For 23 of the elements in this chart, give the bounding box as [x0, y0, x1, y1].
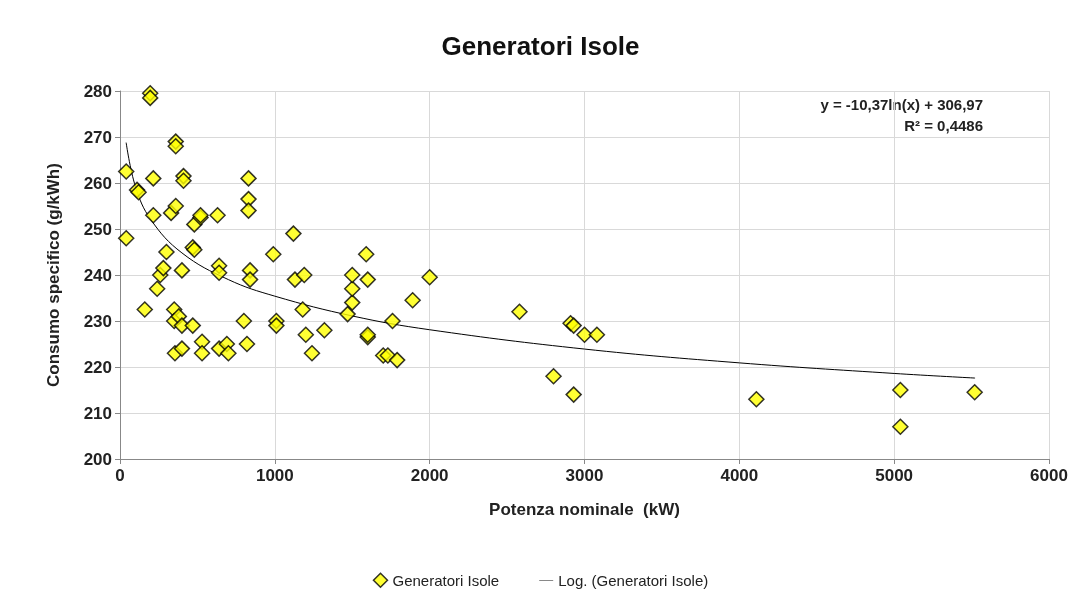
legend-label: Generatori Isole	[392, 571, 500, 589]
y-tick-label: 210	[83, 403, 112, 423]
y-tick-label: 240	[83, 265, 112, 285]
x-axis-title: Potenza nominale (kW)	[489, 500, 680, 519]
x-tick-label: 0	[115, 466, 125, 485]
x-tick-label: 6000	[1030, 466, 1068, 485]
y-tick-label: 250	[83, 219, 112, 239]
x-tick-label: 2000	[410, 466, 449, 485]
x-tick-label: 3000	[565, 466, 604, 485]
y-tick-label: 260	[83, 173, 112, 193]
y-tick-label: 270	[83, 127, 112, 147]
y-tick-label: 280	[83, 81, 112, 101]
x-tick-label: 1000	[255, 466, 294, 485]
annotation: y = -10,37ln(x) + 306,97	[820, 96, 983, 113]
x-tick-label: 5000	[875, 466, 914, 485]
x-tick-label: 4000	[720, 466, 759, 485]
legend-label: Log. (Generatori Isole)	[558, 571, 709, 589]
y-tick-label: 230	[83, 311, 112, 331]
y-axis-title: Consumo specifico (g/kWh)	[44, 163, 63, 387]
chart-title: Generatori Isole	[441, 31, 640, 61]
y-tick-label: 200	[83, 449, 112, 469]
y-tick-label: 220	[83, 357, 112, 377]
annotation: R² = 0,4486	[904, 117, 984, 134]
